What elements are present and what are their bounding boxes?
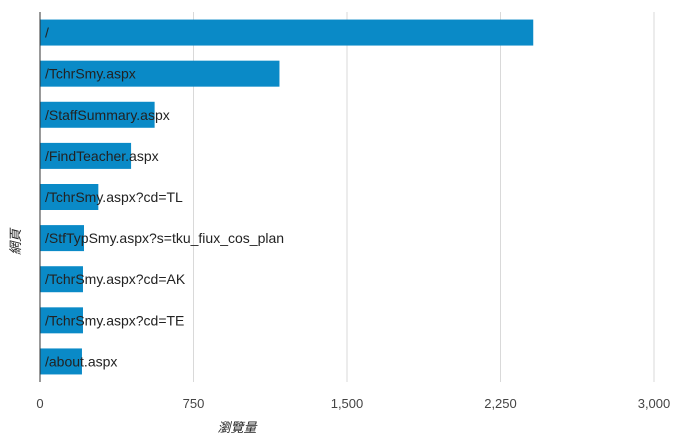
bar-category-label: /FindTeacher.aspx	[45, 148, 159, 164]
bar[interactable]	[40, 60, 280, 87]
bar[interactable]	[40, 184, 99, 210]
x-tick-label: 3,000	[638, 396, 671, 411]
bar[interactable]	[40, 348, 82, 375]
x-tick-label: 1,500	[331, 396, 364, 411]
x-axis-title: 瀏覽量	[217, 421, 258, 436]
bar-category-label: /TchrSmy.aspx	[45, 66, 136, 82]
bar-category-label: /StfTypSmy.aspx?s=tku_fiux_cos_plan	[45, 230, 284, 246]
bar[interactable]	[40, 101, 155, 128]
bar-category-label: /	[45, 25, 49, 41]
bar-category-label: /TchrSmy.aspx?cd=TL	[45, 189, 183, 205]
x-axis-tick-labels: 0 750 1,500 2,250 3,000	[36, 396, 670, 411]
bar-labels: / /TchrSmy.aspx/StaffSummary.aspx/FindTea…	[45, 25, 284, 370]
x-tick-label: 750	[183, 396, 205, 411]
bar[interactable]	[40, 142, 132, 169]
gridlines	[193, 12, 655, 382]
bars	[40, 19, 534, 375]
bar-category-label: /about.aspx	[45, 353, 117, 369]
bar[interactable]	[40, 19, 534, 46]
bar[interactable]	[40, 307, 83, 334]
bar[interactable]	[40, 266, 83, 293]
bar-category-label: /TchrSmy.aspx?cd=AK	[45, 271, 186, 287]
y-axis-title: 網頁	[9, 227, 24, 255]
x-tick-label: 2,250	[484, 396, 517, 411]
bar-category-label: /TchrSmy.aspx?cd=TE	[45, 312, 184, 328]
x-tick-label: 0	[36, 396, 43, 411]
bar[interactable]	[40, 225, 85, 252]
bar-category-label: /StaffSummary.aspx	[45, 107, 170, 123]
